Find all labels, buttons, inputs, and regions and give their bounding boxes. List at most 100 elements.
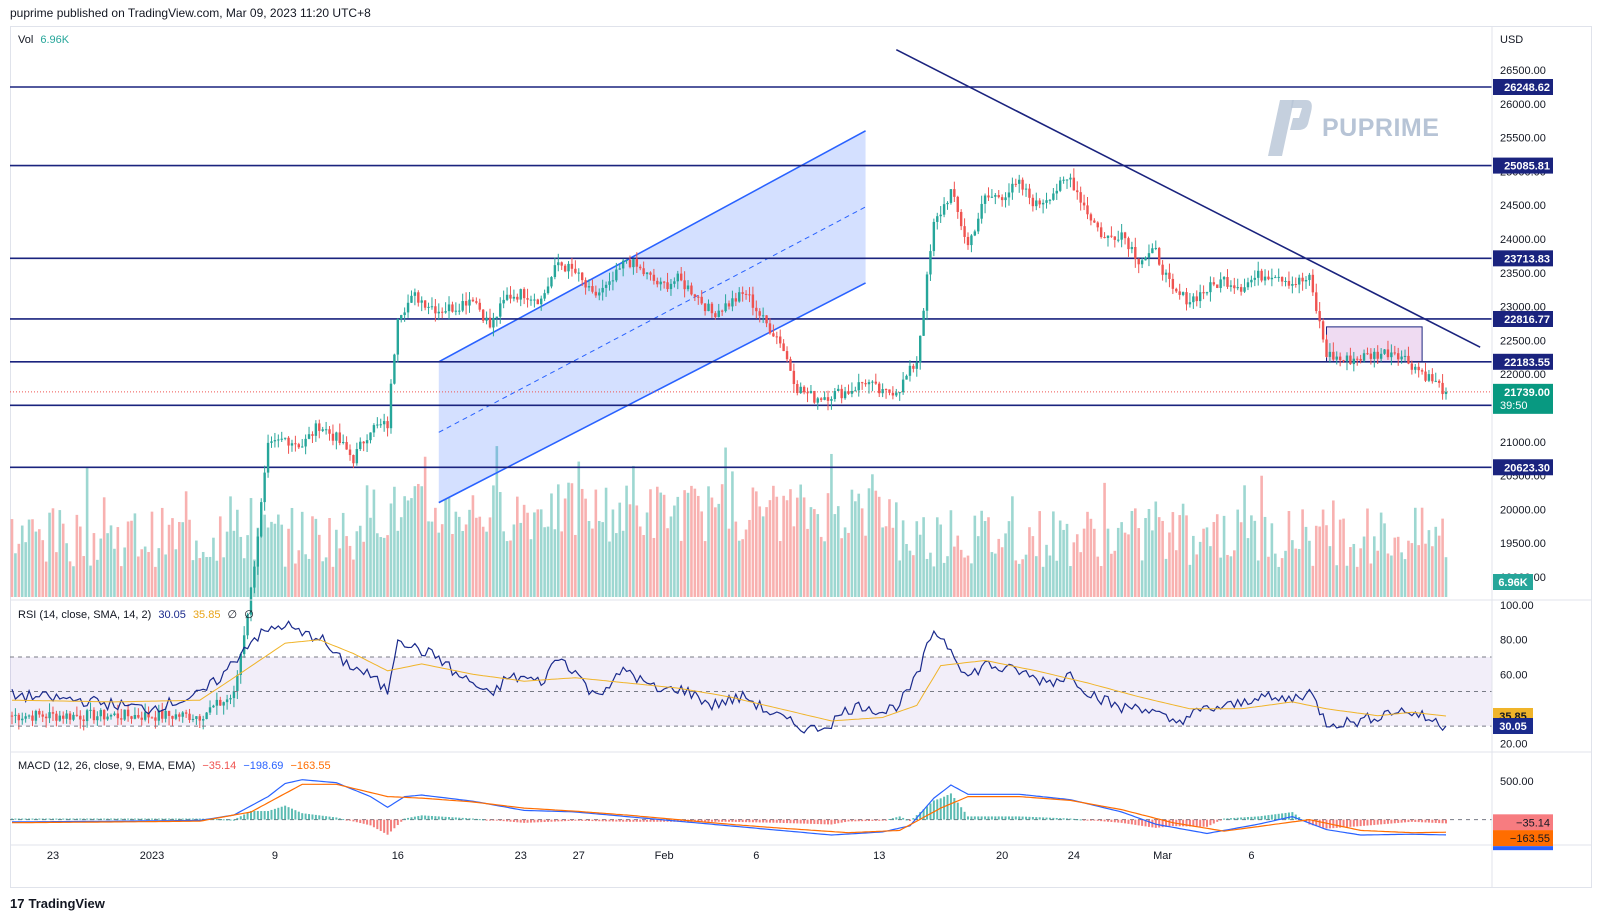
channel-upper-line[interactable] — [438, 130, 866, 363]
volume-bar — [686, 492, 690, 597]
volume-bar — [287, 528, 290, 597]
macd-histogram-bar — [468, 818, 471, 820]
macd-histogram-bar — [1011, 816, 1014, 820]
volume-bar — [1205, 527, 1209, 597]
volume-bar — [1031, 536, 1035, 597]
candle-body — [65, 713, 68, 719]
candle-body — [1035, 200, 1038, 207]
macd-histogram-bar — [611, 819, 614, 822]
volume-bar — [341, 512, 345, 597]
volume-bar — [724, 447, 727, 597]
macd-histogram-bar — [1038, 817, 1041, 820]
volume-bar — [457, 516, 461, 597]
volume-bar — [1277, 566, 1280, 597]
macd-histogram-bar — [926, 806, 929, 820]
volume-legend[interactable]: Vol 6.96K — [18, 34, 73, 46]
rsi-legend[interactable]: RSI (14, close, SMA, 14, 2) 30.05 35.85 … — [18, 608, 258, 621]
candle-body — [1301, 277, 1304, 282]
macd-histogram-bar — [123, 818, 126, 820]
volume-bar — [481, 526, 485, 597]
macd-histogram-bar — [41, 818, 44, 820]
volume-bar — [539, 509, 543, 597]
volume-bar — [1195, 554, 1199, 597]
macd-hist-tag — [1493, 814, 1553, 831]
volume-bar — [290, 507, 294, 597]
volume-bar — [1219, 557, 1222, 597]
candle-body — [1130, 247, 1134, 250]
macd-legend[interactable]: MACD (12, 26, close, 9, EMA, EMA) −35.14… — [18, 760, 335, 772]
volume-bar — [994, 553, 997, 597]
volume-bar — [277, 514, 280, 597]
macd-histogram-bar — [1096, 819, 1099, 821]
ascending-channel-fill[interactable] — [438, 130, 866, 503]
volume-bar — [560, 531, 563, 597]
volume-bar — [895, 502, 898, 597]
macd-histogram-bar — [349, 819, 352, 821]
price-tick-label: 26500.00 — [1500, 65, 1546, 77]
candle-body — [980, 203, 983, 219]
macd-histogram-bar — [762, 819, 765, 823]
candle-body — [990, 196, 994, 198]
macd-histogram-bar — [75, 818, 78, 820]
volume-bar — [1062, 529, 1065, 597]
tradingview-footer[interactable]: 17 TradingView — [10, 896, 105, 911]
volume-bar — [495, 446, 499, 597]
volume-bar — [485, 531, 488, 597]
macd-histogram-bar — [1120, 819, 1123, 823]
volume-bar — [218, 516, 222, 597]
candle-body — [437, 311, 440, 314]
macd-histogram-bar — [1253, 816, 1256, 820]
level-price-tag — [1493, 78, 1553, 95]
volume-bar — [922, 517, 925, 597]
volume-bar — [201, 551, 205, 597]
candle-body — [1181, 292, 1185, 295]
candle-body — [966, 236, 970, 246]
price-tick-label: 23000.00 — [1500, 302, 1546, 314]
macd-histogram-bar — [772, 819, 775, 823]
candle-body — [673, 281, 676, 284]
candle-body — [608, 281, 611, 285]
puprime-watermark-text: PUPRIME — [1322, 113, 1440, 142]
macd-histogram-bar — [526, 819, 529, 823]
volume-bar — [1263, 516, 1267, 597]
macd-histogram-bar — [905, 819, 908, 821]
volume-bar — [1301, 509, 1304, 597]
macd-histogram-bar — [536, 819, 539, 823]
candle-body — [1332, 351, 1335, 360]
volume-bar — [34, 531, 38, 597]
volume-bar — [1437, 535, 1441, 597]
volume-bar — [1284, 550, 1287, 597]
volume-bar — [816, 514, 820, 597]
candle-body — [693, 294, 697, 297]
candle-body — [232, 691, 236, 699]
descending-trendline[interactable] — [895, 49, 1481, 348]
candle-body — [772, 333, 775, 337]
candle-body — [1280, 276, 1284, 282]
time-tick-label: 27 — [573, 850, 585, 862]
macd-histogram-bar — [1158, 819, 1161, 828]
candle-body — [355, 449, 359, 464]
macd-histogram-bar — [1223, 818, 1226, 820]
volume-bar — [830, 453, 833, 597]
macd-histogram-bar — [137, 818, 140, 820]
candle-body — [645, 272, 649, 275]
candle-body — [881, 389, 884, 394]
volume-bar — [410, 498, 413, 597]
candle-body — [662, 281, 666, 283]
volume-bar — [946, 556, 949, 597]
volume-bar — [1236, 509, 1240, 597]
candle-body — [157, 710, 161, 721]
candle-body — [1379, 353, 1383, 359]
volume-bar — [806, 528, 809, 597]
macd-histogram-bar — [652, 819, 655, 822]
volume-bar — [266, 527, 270, 597]
volume-bar — [604, 487, 608, 597]
macd-histogram-bar — [338, 818, 341, 820]
candle-body — [1376, 351, 1379, 359]
volume-bar — [382, 537, 386, 597]
candle-body — [847, 391, 850, 394]
price-tick-label: 23500.00 — [1500, 268, 1546, 280]
macd-histogram-bar — [110, 818, 113, 820]
candle-body — [1178, 291, 1181, 295]
